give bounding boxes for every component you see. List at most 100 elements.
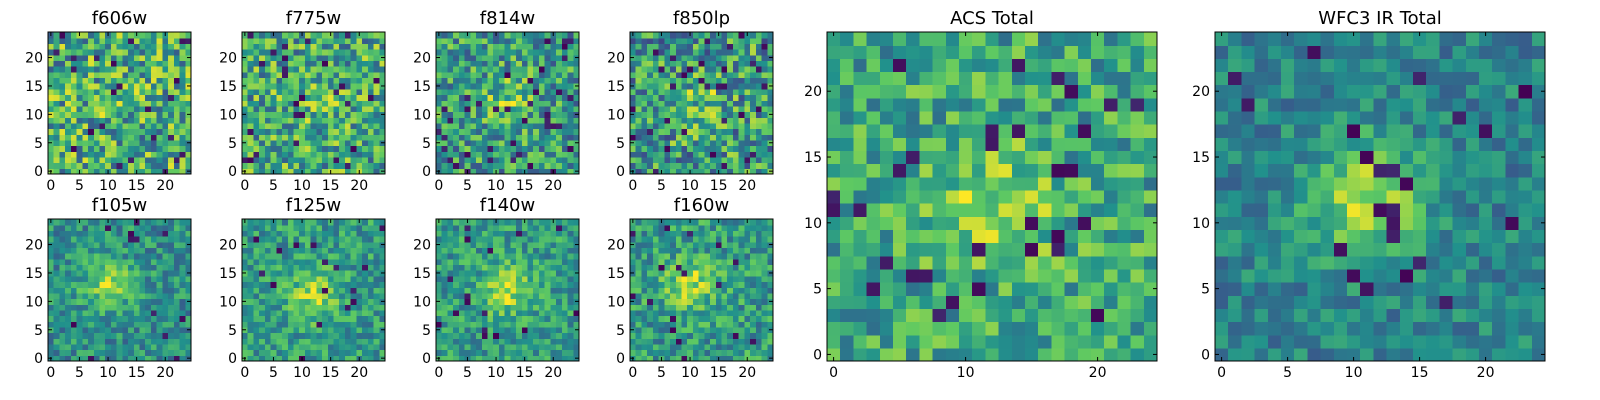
heatmap-cell bbox=[242, 264, 249, 271]
heatmap-cell bbox=[168, 100, 175, 107]
heatmap-cell bbox=[675, 315, 683, 322]
heatmap-cell bbox=[173, 270, 181, 277]
heatmap-cell bbox=[767, 49, 774, 56]
heatmap-cell bbox=[105, 287, 112, 294]
heatmap-cell bbox=[70, 298, 78, 305]
heatmap-cell bbox=[276, 315, 283, 322]
heatmap-cell bbox=[561, 43, 569, 50]
heatmap-cell bbox=[732, 139, 740, 147]
heatmap-cell bbox=[82, 298, 89, 305]
heatmap-cell bbox=[727, 83, 734, 90]
heatmap-cell bbox=[544, 275, 551, 283]
heatmap-cell bbox=[293, 332, 300, 339]
heatmap-cell bbox=[561, 162, 569, 169]
heatmap-cell bbox=[441, 304, 449, 311]
heatmap-cell bbox=[441, 168, 449, 175]
heatmap-cell bbox=[704, 332, 711, 339]
heatmap-cell bbox=[59, 355, 66, 362]
heatmap-cell bbox=[635, 145, 643, 152]
heatmap-cell bbox=[516, 49, 523, 56]
heatmap-cell bbox=[322, 139, 329, 147]
heatmap-cell bbox=[310, 49, 317, 56]
heatmap-cell bbox=[156, 37, 163, 44]
heatmap-cell bbox=[767, 338, 774, 345]
heatmap-cell bbox=[516, 230, 523, 237]
heatmap-cell bbox=[150, 230, 158, 237]
heatmap-cell bbox=[373, 241, 380, 248]
heatmap-cell bbox=[344, 156, 352, 164]
heatmap-cell bbox=[156, 253, 163, 260]
heatmap-cell bbox=[476, 37, 483, 44]
heatmap-cell bbox=[327, 105, 335, 113]
heatmap-cell bbox=[647, 122, 654, 130]
heatmap-cell bbox=[316, 145, 323, 152]
heatmap-cell bbox=[82, 151, 89, 158]
heatmap-cell bbox=[379, 32, 386, 39]
heatmap-cell bbox=[641, 309, 648, 317]
heatmap-cell bbox=[304, 264, 312, 271]
heatmap-cell bbox=[710, 105, 717, 113]
heatmap-cell bbox=[282, 309, 289, 317]
heatmap-cell bbox=[264, 111, 272, 118]
heatmap-cell bbox=[544, 66, 551, 73]
heatmap-cell bbox=[76, 247, 83, 254]
heatmap-cell bbox=[538, 338, 546, 345]
heatmap-cell bbox=[356, 253, 363, 260]
heatmap-cell bbox=[464, 37, 471, 44]
heatmap-cell bbox=[652, 281, 660, 288]
heatmap-cell bbox=[481, 230, 489, 237]
heatmap-cell bbox=[538, 298, 546, 305]
heatmap-cell bbox=[282, 304, 289, 311]
heatmap-cell bbox=[282, 156, 289, 164]
heatmap-cell bbox=[105, 230, 112, 237]
heatmap-cell bbox=[481, 326, 489, 334]
heatmap-cell bbox=[322, 270, 329, 277]
heatmap-cell bbox=[544, 270, 551, 277]
heatmap-cell bbox=[59, 60, 66, 67]
heatmap-cell bbox=[750, 168, 757, 175]
heatmap-cell bbox=[441, 247, 449, 254]
heatmap-cell bbox=[65, 54, 72, 61]
heatmap-cell bbox=[242, 332, 249, 339]
heatmap-cell bbox=[105, 83, 112, 90]
heatmap-cell bbox=[293, 253, 300, 260]
heatmap-cell bbox=[350, 343, 357, 351]
heatmap-cell bbox=[447, 122, 454, 130]
heatmap-cell bbox=[145, 247, 152, 254]
heatmap-cell bbox=[59, 128, 66, 135]
heatmap-cell bbox=[116, 83, 123, 90]
heatmap-cell bbox=[270, 88, 277, 96]
heatmap-cell bbox=[88, 71, 95, 79]
heatmap-cell bbox=[675, 100, 683, 107]
heatmap-cell bbox=[464, 71, 471, 79]
heatmap-cell bbox=[270, 105, 277, 113]
heatmap-cell bbox=[287, 94, 295, 101]
heatmap-cell bbox=[339, 304, 346, 311]
heatmap-cell bbox=[521, 117, 529, 124]
heatmap-cell bbox=[70, 32, 78, 39]
heatmap-cell bbox=[253, 32, 260, 39]
heatmap-cell bbox=[287, 32, 295, 39]
heatmap-cell bbox=[93, 287, 101, 294]
heatmap-cell bbox=[767, 292, 774, 300]
heatmap-cell bbox=[470, 105, 477, 113]
heatmap-cell bbox=[436, 145, 443, 152]
heatmap-cell bbox=[687, 270, 694, 277]
heatmap-cell bbox=[470, 111, 477, 118]
heatmap-cell bbox=[82, 275, 89, 283]
heatmap-cell bbox=[373, 145, 380, 152]
heatmap-cell bbox=[367, 105, 375, 113]
heatmap-cell bbox=[544, 77, 551, 84]
heatmap-cell bbox=[293, 270, 300, 277]
heatmap-cell bbox=[242, 88, 249, 96]
heatmap-cell bbox=[521, 134, 529, 141]
heatmap-cell bbox=[692, 343, 700, 351]
heatmap-cell bbox=[259, 66, 266, 73]
heatmap-cell bbox=[761, 128, 768, 135]
heatmap-cell bbox=[732, 83, 740, 90]
heatmap-cell bbox=[476, 304, 483, 311]
heatmap-cell bbox=[493, 241, 500, 248]
heatmap-cell bbox=[698, 355, 705, 362]
heatmap-cell bbox=[527, 66, 534, 73]
heatmap-cell bbox=[367, 111, 375, 118]
